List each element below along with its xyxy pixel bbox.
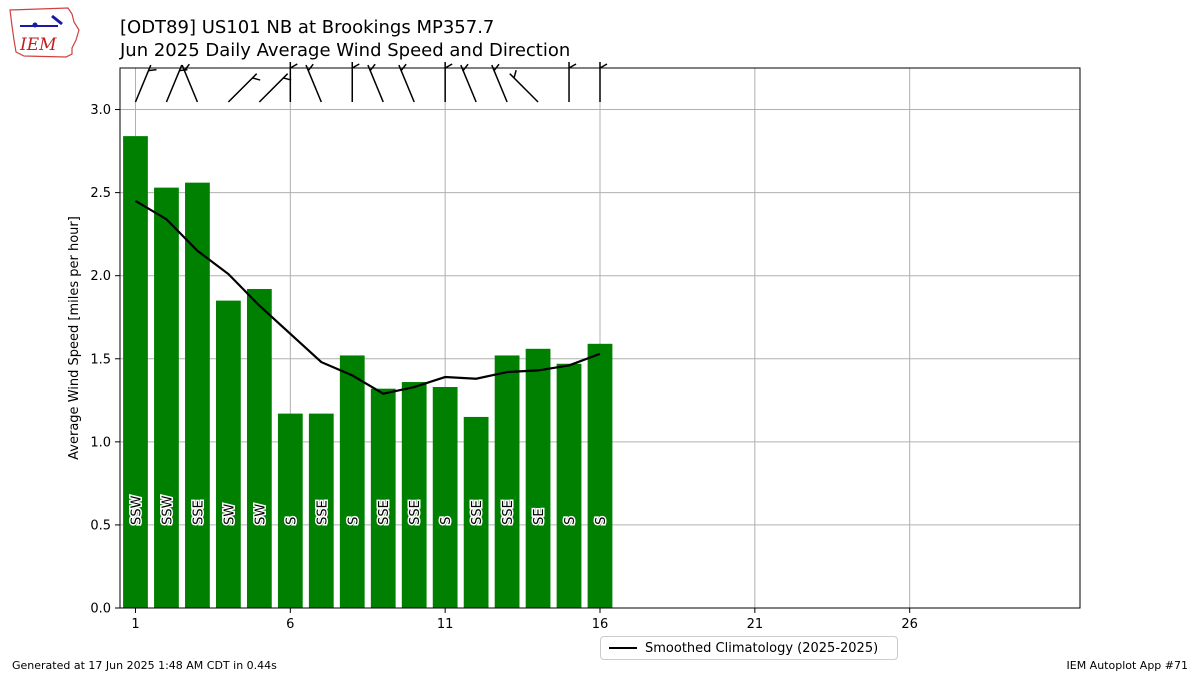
bar-day-6 (277, 413, 303, 608)
bar-day-9 (370, 388, 396, 608)
wind-barb-day-9 (367, 63, 384, 103)
bars (123, 136, 613, 608)
direction-label-day-5: SW (253, 504, 268, 525)
iem-logo: IEM (9, 7, 80, 58)
direction-label-day-8: S (346, 517, 361, 525)
y-axis-label: Average Wind Speed [miles per hour] (67, 216, 82, 460)
bar-day-15 (556, 363, 582, 608)
generated-timestamp: Generated at 17 Jun 2025 1:48 AM CDT in … (12, 659, 277, 672)
legend-label-climatology: Smoothed Climatology (2025-2025) (645, 640, 879, 656)
y-axis-ticks: 0.0 0.5 1.0 1.5 2.0 2.5 3.0 (90, 103, 120, 617)
y-tick-label: 3.0 (90, 103, 111, 118)
direction-label-day-15: S (563, 517, 578, 525)
x-tick-label: 21 (747, 617, 764, 632)
wind-barb-day-6 (289, 62, 298, 102)
direction-label-day-16: S (594, 517, 609, 525)
bar-day-10 (401, 382, 427, 608)
direction-label-day-6: S (284, 517, 299, 525)
wind-barb-day-5 (258, 73, 292, 103)
bar-day-1 (123, 136, 148, 608)
wind-barb-day-8 (351, 62, 360, 102)
x-axis-ticks: 1 6 11 16 21 26 (131, 608, 918, 632)
direction-label-day-3: SSE (191, 500, 206, 525)
legend-line-swatch (609, 647, 637, 649)
wind-barbs (134, 62, 608, 103)
bar-day-3 (185, 182, 210, 608)
bar-day-13 (494, 355, 520, 608)
climatology-line (134, 199, 601, 395)
direction-label-day-4: SW (222, 504, 237, 525)
bar-day-11 (432, 387, 458, 608)
direction-label-day-11: S (439, 517, 454, 525)
y-tick-label: 1.5 (90, 352, 111, 367)
direction-label-day-13: SSE (501, 500, 516, 525)
climatology-line-group (134, 199, 601, 395)
y-tick-label: 1.0 (90, 435, 111, 450)
x-tick-label: 1 (131, 617, 139, 632)
legend: Smoothed Climatology (2025-2025) (600, 636, 898, 660)
direction-label-day-12: SSE (470, 500, 485, 525)
direction-label-day-1: SSW (129, 495, 144, 525)
wind-barb-day-10 (398, 63, 415, 103)
iowa-state-outline-icon (9, 7, 80, 58)
wind-barb-day-11 (444, 62, 453, 102)
wind-barb-day-7 (305, 63, 322, 103)
y-tick-label: 2.5 (90, 186, 111, 201)
direction-labels: SSW SSW SSE SW SW S SSE S SSE SSE S SSE SSE SE S S (128, 494, 611, 527)
wind-barb-day-16 (599, 62, 608, 102)
bar-day-8 (339, 355, 365, 608)
wind-barb-day-13 (491, 63, 508, 103)
chart-title-line2: Jun 2025 Daily Average Wind Speed and Di… (120, 40, 571, 61)
direction-label-day-9: SSE (377, 500, 392, 525)
direction-label-day-2: SSW (160, 495, 175, 525)
logo-text: IEM (19, 35, 57, 55)
wind-barb-day-12 (460, 63, 477, 103)
autoplot-credit: IEM Autoplot App #71 (1066, 659, 1189, 672)
y-tick-label: 0.5 (90, 518, 111, 533)
wind-barb-day-1 (134, 64, 157, 103)
bar-day-7 (308, 413, 334, 608)
wind-barb-day-14 (509, 69, 539, 103)
bar-day-5 (246, 288, 272, 608)
bar-day-2 (154, 187, 179, 608)
x-tick-label: 16 (592, 617, 609, 632)
x-tick-label: 11 (437, 617, 454, 632)
chart-title-line1: [ODT89] US101 NB at Brookings MP357.7 (120, 17, 495, 38)
bar-day-14 (525, 348, 551, 608)
bar-day-16 (587, 343, 613, 608)
bar-day-4 (216, 300, 241, 608)
y-tick-label: 2.0 (90, 269, 111, 284)
wind-barb-day-15 (568, 62, 577, 102)
x-tick-label: 26 (901, 617, 918, 632)
direction-label-day-7: SSE (315, 500, 330, 525)
x-tick-label: 6 (286, 617, 294, 632)
bar-day-12 (463, 416, 489, 608)
wind-barb-day-3 (181, 63, 199, 103)
wind-barb-day-4 (227, 73, 261, 103)
direction-label-day-10: SSE (408, 500, 423, 525)
y-tick-label: 0.0 (90, 602, 111, 617)
direction-label-day-14: SE (532, 508, 547, 524)
